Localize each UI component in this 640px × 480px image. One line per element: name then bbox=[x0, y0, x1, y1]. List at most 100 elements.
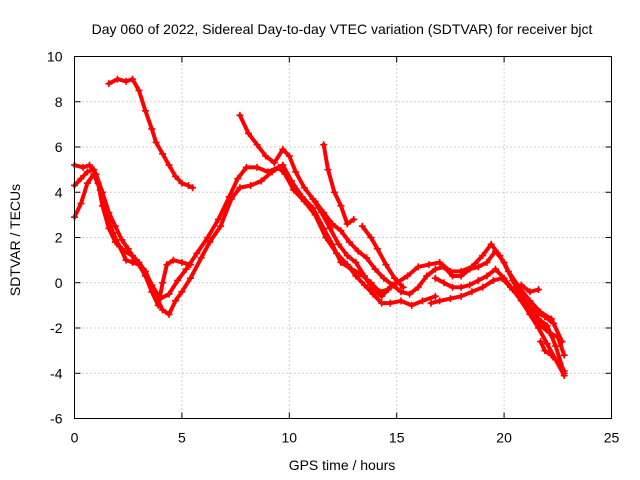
data-point bbox=[492, 247, 500, 255]
data-point bbox=[154, 301, 162, 309]
data-point bbox=[234, 175, 242, 183]
data-point bbox=[522, 301, 530, 309]
y-tick-label: 10 bbox=[47, 49, 63, 65]
series-line bbox=[237, 113, 393, 299]
data-point bbox=[380, 274, 388, 282]
data-point bbox=[466, 281, 474, 289]
x-tick-label: 0 bbox=[71, 430, 79, 446]
data-point bbox=[509, 286, 517, 294]
y-axis-title: SDTVAR / TECUs bbox=[7, 184, 23, 296]
data-point bbox=[163, 261, 171, 269]
data-point bbox=[500, 258, 508, 266]
data-point bbox=[165, 161, 173, 169]
data-point bbox=[552, 342, 560, 350]
data-point bbox=[440, 279, 448, 287]
data-point bbox=[330, 188, 338, 196]
data-point bbox=[348, 265, 356, 273]
data-point bbox=[343, 252, 351, 260]
data-point bbox=[517, 281, 525, 289]
data-point bbox=[279, 145, 287, 153]
data-point bbox=[159, 279, 167, 287]
data-point bbox=[128, 75, 136, 83]
series-line bbox=[321, 142, 356, 226]
data-point bbox=[517, 297, 525, 305]
data-point bbox=[500, 274, 508, 282]
grid bbox=[74, 56, 612, 419]
data-point bbox=[378, 292, 386, 300]
data-point bbox=[217, 222, 225, 230]
data-point bbox=[128, 258, 136, 266]
data-point bbox=[287, 177, 295, 185]
data-point bbox=[397, 297, 405, 305]
data-point bbox=[96, 186, 104, 194]
x-tick-label: 15 bbox=[389, 430, 405, 446]
data-point bbox=[403, 272, 411, 280]
data-point bbox=[204, 234, 212, 241]
series-arc-9 bbox=[358, 222, 407, 291]
data-point bbox=[122, 77, 130, 85]
data-point bbox=[309, 204, 317, 212]
data-point bbox=[414, 283, 422, 291]
data-point bbox=[103, 211, 111, 219]
data-point bbox=[227, 195, 235, 203]
series-arc-7 bbox=[320, 141, 358, 228]
data-point bbox=[77, 200, 85, 208]
y-tick-label: 2 bbox=[55, 230, 63, 246]
series-line bbox=[106, 77, 195, 190]
data-point bbox=[468, 288, 476, 296]
series-arc-1 bbox=[105, 75, 197, 192]
series-line bbox=[433, 267, 567, 378]
x-tick-label: 5 bbox=[178, 430, 186, 446]
data-point bbox=[165, 290, 173, 298]
data-point bbox=[483, 272, 491, 280]
data-point bbox=[479, 283, 487, 291]
data-point bbox=[77, 175, 85, 183]
data-point bbox=[253, 141, 261, 149]
data-point bbox=[526, 297, 534, 305]
data-point bbox=[560, 351, 568, 359]
data-point bbox=[135, 86, 143, 94]
data-point bbox=[378, 299, 386, 307]
data-point bbox=[354, 247, 362, 255]
data-point bbox=[371, 265, 379, 273]
data-point bbox=[487, 240, 495, 248]
data-point bbox=[436, 297, 444, 305]
x-axis-title: GPS time / hours bbox=[289, 457, 396, 473]
y-tick-label: 0 bbox=[55, 275, 63, 291]
series-arc-14 bbox=[537, 338, 568, 375]
data-point bbox=[148, 125, 156, 133]
data-point bbox=[360, 272, 368, 280]
series-line bbox=[72, 172, 161, 308]
data-point bbox=[174, 276, 182, 284]
data-point bbox=[474, 263, 482, 271]
data-point bbox=[159, 306, 167, 314]
data-point bbox=[492, 265, 500, 273]
series-arc-13 bbox=[509, 281, 542, 296]
data-point bbox=[182, 265, 190, 273]
data-point bbox=[90, 170, 98, 178]
axis-ticks: 0 5 10 15 20 25 -6 -4 -2 0 2 4 6 8 10 bbox=[47, 49, 620, 446]
data-point bbox=[113, 75, 121, 83]
data-point bbox=[489, 276, 497, 284]
data-point bbox=[526, 288, 534, 296]
data-point bbox=[509, 276, 517, 284]
data-point bbox=[109, 229, 117, 237]
data-point bbox=[122, 256, 130, 264]
data-point bbox=[328, 220, 336, 228]
series-arc-4 bbox=[71, 170, 162, 309]
data-point bbox=[406, 290, 414, 298]
data-point bbox=[253, 163, 261, 171]
x-tick-label: 10 bbox=[282, 430, 298, 446]
data-point bbox=[408, 301, 416, 309]
data-point bbox=[547, 351, 555, 359]
data-point bbox=[135, 261, 143, 269]
data-point bbox=[423, 272, 431, 280]
data-point bbox=[326, 224, 334, 232]
data-point bbox=[214, 215, 222, 223]
data-point bbox=[335, 240, 343, 248]
data-point bbox=[537, 338, 545, 346]
data-point bbox=[425, 261, 433, 269]
y-tick-label: -6 bbox=[50, 411, 63, 427]
data-point bbox=[324, 166, 332, 174]
data-point bbox=[337, 202, 345, 210]
